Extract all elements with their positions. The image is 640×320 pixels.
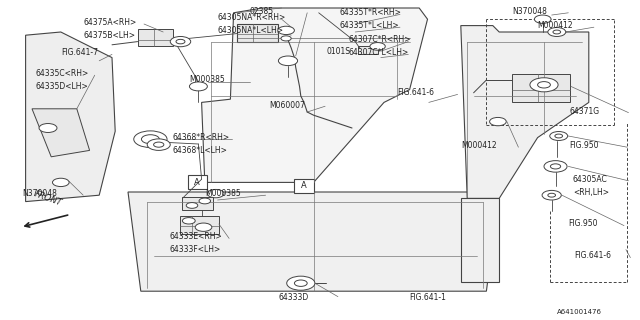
Text: 64375A<RH>: 64375A<RH>: [83, 18, 136, 27]
Polygon shape: [461, 198, 499, 282]
Text: 64333D: 64333D: [278, 293, 308, 302]
Text: A: A: [301, 181, 307, 190]
Text: 64368*R<RH>: 64368*R<RH>: [173, 133, 230, 142]
Circle shape: [170, 36, 191, 47]
Text: 64305NA*R<RH>: 64305NA*R<RH>: [218, 13, 286, 22]
Circle shape: [182, 218, 195, 224]
Text: <RH,LH>: <RH,LH>: [573, 188, 609, 196]
Text: M000385: M000385: [205, 189, 241, 198]
FancyBboxPatch shape: [294, 179, 314, 193]
FancyBboxPatch shape: [188, 175, 207, 189]
Circle shape: [530, 78, 558, 92]
Circle shape: [548, 193, 556, 197]
Polygon shape: [461, 26, 589, 198]
Text: 64307C*R<RH>: 64307C*R<RH>: [349, 36, 412, 44]
Circle shape: [207, 189, 224, 198]
Text: A: A: [195, 178, 200, 187]
Text: FIG.641-6: FIG.641-6: [397, 88, 434, 97]
Text: 64305NA*L<LH>: 64305NA*L<LH>: [218, 26, 284, 35]
Circle shape: [370, 43, 385, 50]
Circle shape: [39, 124, 57, 132]
Circle shape: [544, 161, 567, 172]
Text: FIG.950: FIG.950: [570, 141, 599, 150]
Circle shape: [186, 203, 198, 208]
Text: N370048: N370048: [22, 189, 57, 198]
Circle shape: [147, 139, 170, 150]
Text: M000412: M000412: [538, 21, 573, 30]
Text: 64305AC: 64305AC: [573, 175, 607, 184]
Text: M000385: M000385: [189, 76, 225, 84]
Text: 64307C*L<LH>: 64307C*L<LH>: [349, 48, 409, 57]
Polygon shape: [128, 192, 499, 291]
Circle shape: [550, 132, 568, 140]
Circle shape: [490, 117, 506, 126]
Circle shape: [176, 39, 185, 44]
Text: 02385: 02385: [250, 7, 274, 16]
Polygon shape: [26, 32, 115, 202]
Text: FIG.950: FIG.950: [568, 220, 598, 228]
Polygon shape: [202, 8, 428, 182]
Text: FRONT: FRONT: [33, 190, 63, 208]
Circle shape: [550, 164, 561, 169]
FancyBboxPatch shape: [358, 46, 378, 54]
Text: 64335D<LH>: 64335D<LH>: [35, 82, 88, 91]
Circle shape: [294, 280, 307, 286]
FancyBboxPatch shape: [512, 74, 570, 102]
Text: 64368*L<LH>: 64368*L<LH>: [173, 146, 228, 155]
Polygon shape: [32, 109, 90, 157]
FancyBboxPatch shape: [138, 29, 173, 46]
Text: M000412: M000412: [461, 141, 497, 150]
Text: FIG.641-6: FIG.641-6: [575, 252, 612, 260]
Circle shape: [287, 276, 315, 290]
Circle shape: [555, 134, 563, 138]
Circle shape: [538, 82, 550, 88]
Circle shape: [141, 135, 159, 144]
Text: A641001476: A641001476: [557, 309, 602, 315]
Text: 64335T*R<RH>: 64335T*R<RH>: [339, 8, 401, 17]
Text: N370048: N370048: [512, 7, 547, 16]
FancyBboxPatch shape: [237, 24, 278, 42]
Circle shape: [281, 36, 291, 41]
Circle shape: [553, 30, 561, 34]
FancyBboxPatch shape: [182, 197, 213, 210]
Text: 64375B<LH>: 64375B<LH>: [83, 31, 135, 40]
Text: 64333E<RH>: 64333E<RH>: [170, 232, 222, 241]
Circle shape: [189, 82, 207, 91]
Circle shape: [199, 198, 211, 204]
Text: 0101S: 0101S: [326, 47, 351, 56]
Text: M060007: M060007: [269, 101, 305, 110]
Text: 64333F<LH>: 64333F<LH>: [170, 245, 221, 254]
FancyBboxPatch shape: [180, 216, 219, 234]
Text: FIG.641-1: FIG.641-1: [410, 293, 447, 302]
Circle shape: [195, 223, 212, 231]
Circle shape: [52, 178, 69, 187]
Circle shape: [134, 131, 167, 148]
Text: 64335T*L<LH>: 64335T*L<LH>: [339, 21, 399, 30]
Text: 64371G: 64371G: [570, 108, 600, 116]
Circle shape: [278, 26, 294, 35]
Text: FIG.641-7: FIG.641-7: [61, 48, 98, 57]
Circle shape: [278, 56, 298, 66]
Circle shape: [154, 142, 164, 147]
Circle shape: [542, 190, 561, 200]
Text: 64335C<RH>: 64335C<RH>: [35, 69, 88, 78]
Circle shape: [548, 28, 566, 36]
Circle shape: [534, 15, 551, 23]
